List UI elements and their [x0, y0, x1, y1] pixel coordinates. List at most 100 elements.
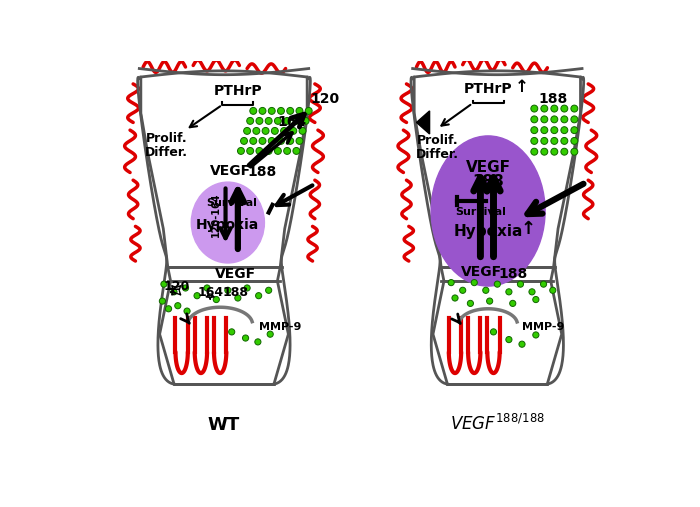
Circle shape: [175, 303, 181, 309]
Circle shape: [259, 137, 266, 144]
Circle shape: [256, 293, 262, 299]
Text: VEGF: VEGF: [461, 266, 503, 279]
Text: 188: 188: [247, 165, 276, 179]
Circle shape: [541, 127, 548, 134]
Circle shape: [531, 148, 538, 155]
Circle shape: [250, 107, 257, 115]
Circle shape: [531, 105, 538, 112]
Circle shape: [296, 107, 303, 115]
Text: MMP-9: MMP-9: [522, 322, 564, 333]
Circle shape: [506, 289, 512, 295]
Circle shape: [161, 281, 167, 287]
Circle shape: [229, 329, 234, 335]
Circle shape: [165, 306, 172, 312]
Circle shape: [225, 287, 231, 294]
Circle shape: [517, 281, 524, 287]
Circle shape: [448, 279, 454, 285]
Circle shape: [183, 285, 188, 291]
Circle shape: [277, 137, 284, 144]
Circle shape: [244, 285, 250, 291]
Circle shape: [265, 148, 272, 155]
Ellipse shape: [431, 136, 545, 286]
Text: ↑: ↑: [521, 220, 536, 238]
Circle shape: [531, 116, 538, 123]
Text: 120-164: 120-164: [211, 193, 221, 237]
Circle shape: [471, 279, 477, 285]
Text: 120: 120: [163, 280, 190, 294]
Circle shape: [287, 137, 294, 144]
Circle shape: [551, 105, 558, 112]
Text: PTHrP: PTHrP: [214, 85, 262, 98]
Circle shape: [571, 116, 577, 123]
Circle shape: [290, 127, 297, 134]
Circle shape: [274, 118, 281, 124]
Circle shape: [571, 137, 577, 144]
Circle shape: [293, 148, 300, 155]
Circle shape: [267, 331, 273, 337]
Circle shape: [468, 300, 473, 306]
Ellipse shape: [191, 182, 265, 263]
Circle shape: [272, 127, 279, 134]
Circle shape: [529, 289, 535, 295]
Circle shape: [571, 105, 577, 112]
Circle shape: [244, 127, 251, 134]
Circle shape: [541, 116, 548, 123]
Circle shape: [256, 148, 263, 155]
Circle shape: [281, 127, 288, 134]
Text: VEGF: VEGF: [209, 164, 251, 178]
Circle shape: [519, 341, 525, 347]
Circle shape: [561, 116, 568, 123]
Circle shape: [571, 148, 577, 155]
Circle shape: [531, 127, 538, 134]
Circle shape: [452, 295, 458, 301]
Circle shape: [561, 137, 568, 144]
Circle shape: [486, 298, 493, 304]
Circle shape: [561, 148, 568, 155]
Text: ↑: ↑: [515, 78, 529, 96]
Circle shape: [284, 118, 290, 124]
Circle shape: [541, 105, 548, 112]
Text: 120: 120: [310, 92, 340, 106]
Circle shape: [204, 285, 210, 291]
Circle shape: [491, 329, 496, 335]
Text: 188: 188: [473, 174, 504, 189]
Circle shape: [551, 148, 558, 155]
Circle shape: [274, 148, 281, 155]
Circle shape: [265, 118, 272, 124]
Text: Prolif.: Prolif.: [416, 134, 458, 147]
Text: 188: 188: [223, 285, 248, 299]
Circle shape: [510, 300, 516, 306]
Circle shape: [551, 116, 558, 123]
Circle shape: [541, 137, 548, 144]
Text: $\mathit{VEGF}^{188/188}$: $\mathit{VEGF}^{188/188}$: [450, 414, 545, 434]
Text: Hypoxia: Hypoxia: [196, 218, 260, 232]
Text: WT: WT: [208, 416, 240, 434]
Circle shape: [305, 107, 312, 115]
Text: MMP-9: MMP-9: [258, 322, 301, 333]
Text: Hypoxia: Hypoxia: [454, 225, 523, 239]
Circle shape: [541, 148, 548, 155]
Circle shape: [483, 287, 489, 294]
Circle shape: [551, 137, 558, 144]
Circle shape: [250, 137, 257, 144]
Circle shape: [550, 287, 556, 294]
Circle shape: [571, 127, 577, 134]
Text: PTHrP: PTHrP: [464, 82, 512, 96]
Text: Survival: Survival: [206, 198, 257, 207]
Circle shape: [296, 137, 303, 144]
Circle shape: [277, 107, 284, 115]
Circle shape: [259, 107, 266, 115]
Circle shape: [531, 137, 538, 144]
Circle shape: [214, 297, 219, 303]
Circle shape: [241, 137, 248, 144]
Circle shape: [194, 293, 200, 299]
Polygon shape: [416, 111, 430, 134]
Text: VEGF: VEGF: [215, 267, 256, 281]
Text: 164: 164: [277, 115, 307, 128]
Circle shape: [265, 287, 272, 294]
Circle shape: [533, 332, 539, 338]
Circle shape: [299, 127, 306, 134]
Text: Differ.: Differ.: [416, 148, 458, 161]
Circle shape: [253, 127, 260, 134]
Circle shape: [494, 281, 500, 287]
